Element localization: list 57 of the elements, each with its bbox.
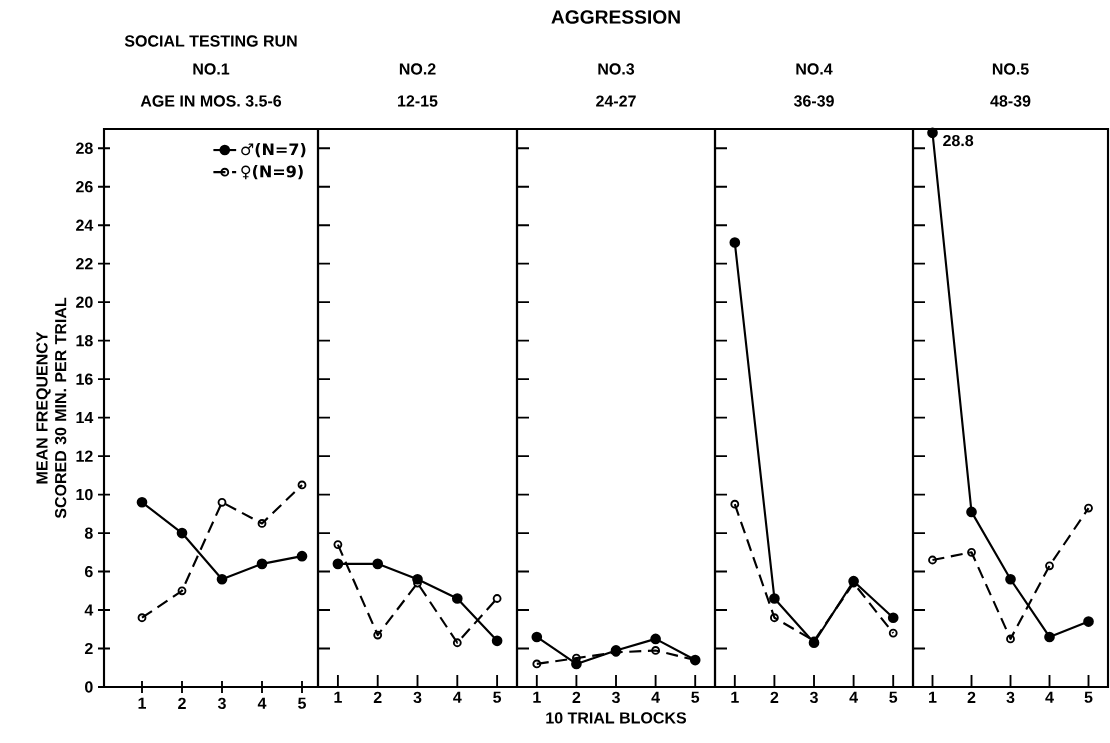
- y-tick-label: 12: [76, 450, 93, 462]
- y-tick-label: 4: [84, 604, 94, 616]
- annotation: 28.8: [943, 134, 974, 147]
- y-axis-title: MEAN FREQUENCY SCORED 30 MIN. PER TRIAL: [36, 297, 67, 519]
- y-tick-label: 20: [76, 296, 93, 308]
- x-tick-label: 4: [1045, 691, 1054, 703]
- y-tick-label: 24: [76, 219, 94, 231]
- chart-subtitle: 36-39: [793, 95, 834, 107]
- legend-label: ♂(N=7): [241, 142, 306, 158]
- x-tick-label: 1: [138, 697, 146, 709]
- y-tick-label: 22: [76, 258, 93, 270]
- y-tick-label: 8: [84, 527, 93, 539]
- x-tick-label: 2: [770, 691, 779, 703]
- chart-title: NO.3: [598, 63, 635, 75]
- x-tick-label: 2: [967, 691, 976, 703]
- y-tick-label: 2: [84, 642, 93, 655]
- x-axis-title: 10 TRIAL BLOCKS: [546, 712, 687, 724]
- x-tick-label: 5: [691, 691, 700, 703]
- chart-subtitle: 24-27: [596, 95, 636, 107]
- x-tick-label: 1: [533, 691, 541, 703]
- x-tick-label: 3: [611, 691, 620, 704]
- x-tick-label: 2: [178, 697, 186, 709]
- x-tick-label: 2: [572, 691, 581, 703]
- x-tick-label: 3: [1006, 691, 1015, 704]
- chart-subtitle: AGE IN MOS. 3.5-6: [140, 95, 282, 107]
- chart-subtitle: 48-39: [990, 95, 1031, 107]
- x-tick-label: 5: [1084, 691, 1093, 703]
- chart-title: NO.1: [193, 63, 230, 75]
- y-tick-label: 18: [76, 334, 93, 347]
- y-tick-label: 28: [76, 142, 93, 154]
- x-tick-label: 4: [849, 691, 858, 703]
- x-tick-label: 4: [453, 691, 462, 703]
- x-tick-label: 3: [217, 697, 226, 710]
- x-tick-label: 4: [651, 691, 660, 703]
- chart-subtitle: 12-15: [398, 95, 438, 107]
- x-tick-label: 5: [493, 691, 502, 703]
- x-tick-label: 5: [298, 697, 306, 709]
- y-tick-label: 16: [76, 373, 93, 385]
- x-tick-label: 1: [929, 691, 937, 703]
- x-tick-label: 3: [809, 691, 818, 704]
- chart-title: NO.2: [399, 63, 436, 75]
- x-tick-label: 1: [334, 691, 342, 703]
- x-tick-label: 3: [413, 691, 422, 704]
- legend-label: ♀(N=9): [241, 165, 303, 180]
- x-tick-label: 4: [257, 697, 267, 709]
- text: SOCIAL TESTING RUN: [124, 35, 297, 47]
- y-tick-label: 6: [84, 565, 93, 578]
- chart-title: NO.4: [796, 63, 833, 75]
- text: AGGRESSION: [551, 10, 680, 24]
- y-tick-label: 0: [85, 681, 93, 693]
- x-tick-label: 5: [889, 691, 898, 703]
- y-tick-label: 10: [76, 488, 93, 501]
- x-tick-label: 1: [731, 691, 739, 703]
- y-tick-label: 26: [76, 181, 93, 193]
- chart-title: NO.5: [992, 63, 1029, 75]
- x-tick-label: 2: [373, 691, 382, 703]
- y-tick-label: 14: [76, 412, 94, 424]
